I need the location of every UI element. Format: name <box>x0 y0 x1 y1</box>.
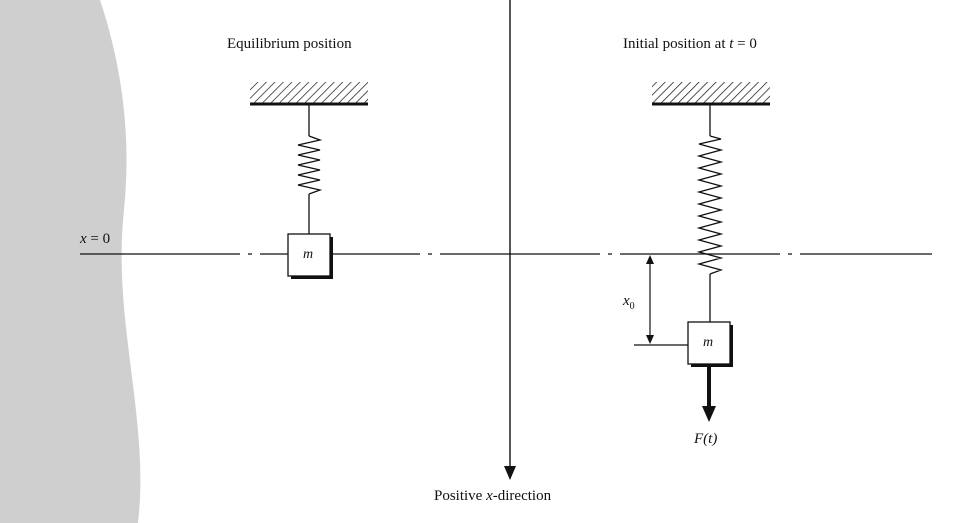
displacement-subscript: 0 <box>629 301 635 312</box>
equilibrium-position-title: Equilibrium position <box>227 36 352 52</box>
x-zero-label: x = 0 <box>80 232 110 247</box>
x-zero-suffix: = 0 <box>86 231 111 247</box>
x-zero-var: x <box>80 231 87 247</box>
force-label: F(t) <box>694 431 718 447</box>
displacement-arrowhead-top <box>646 255 654 264</box>
left-mass-label: m <box>303 247 314 262</box>
gray-side-panel <box>0 0 141 523</box>
displacement-arrowhead-bottom <box>646 335 654 344</box>
displacement-var: x <box>623 293 630 309</box>
right-mass-label: m <box>703 335 714 350</box>
positive-direction-suffix: -direction <box>492 488 552 504</box>
displacement-label: x0 <box>623 294 635 312</box>
positive-direction-var: x <box>486 488 493 504</box>
force-arrowhead <box>702 406 716 422</box>
positive-direction-label: Positive x-direction <box>434 489 551 504</box>
left-mass-block <box>287 233 331 277</box>
initial-position-prefix: Initial position at <box>623 36 730 52</box>
right-mass-block <box>687 321 731 365</box>
left-ceiling-support <box>250 82 368 104</box>
initial-position-title: Initial position at t = 0 <box>623 37 757 52</box>
initial-position-time-var: t <box>729 36 734 52</box>
left-spring <box>297 135 323 195</box>
positive-direction-prefix: Positive <box>434 488 487 504</box>
initial-position-suffix: = 0 <box>733 36 757 52</box>
right-ceiling-support <box>652 82 770 104</box>
right-spring <box>696 135 724 275</box>
positive-direction-arrowhead <box>504 466 516 480</box>
